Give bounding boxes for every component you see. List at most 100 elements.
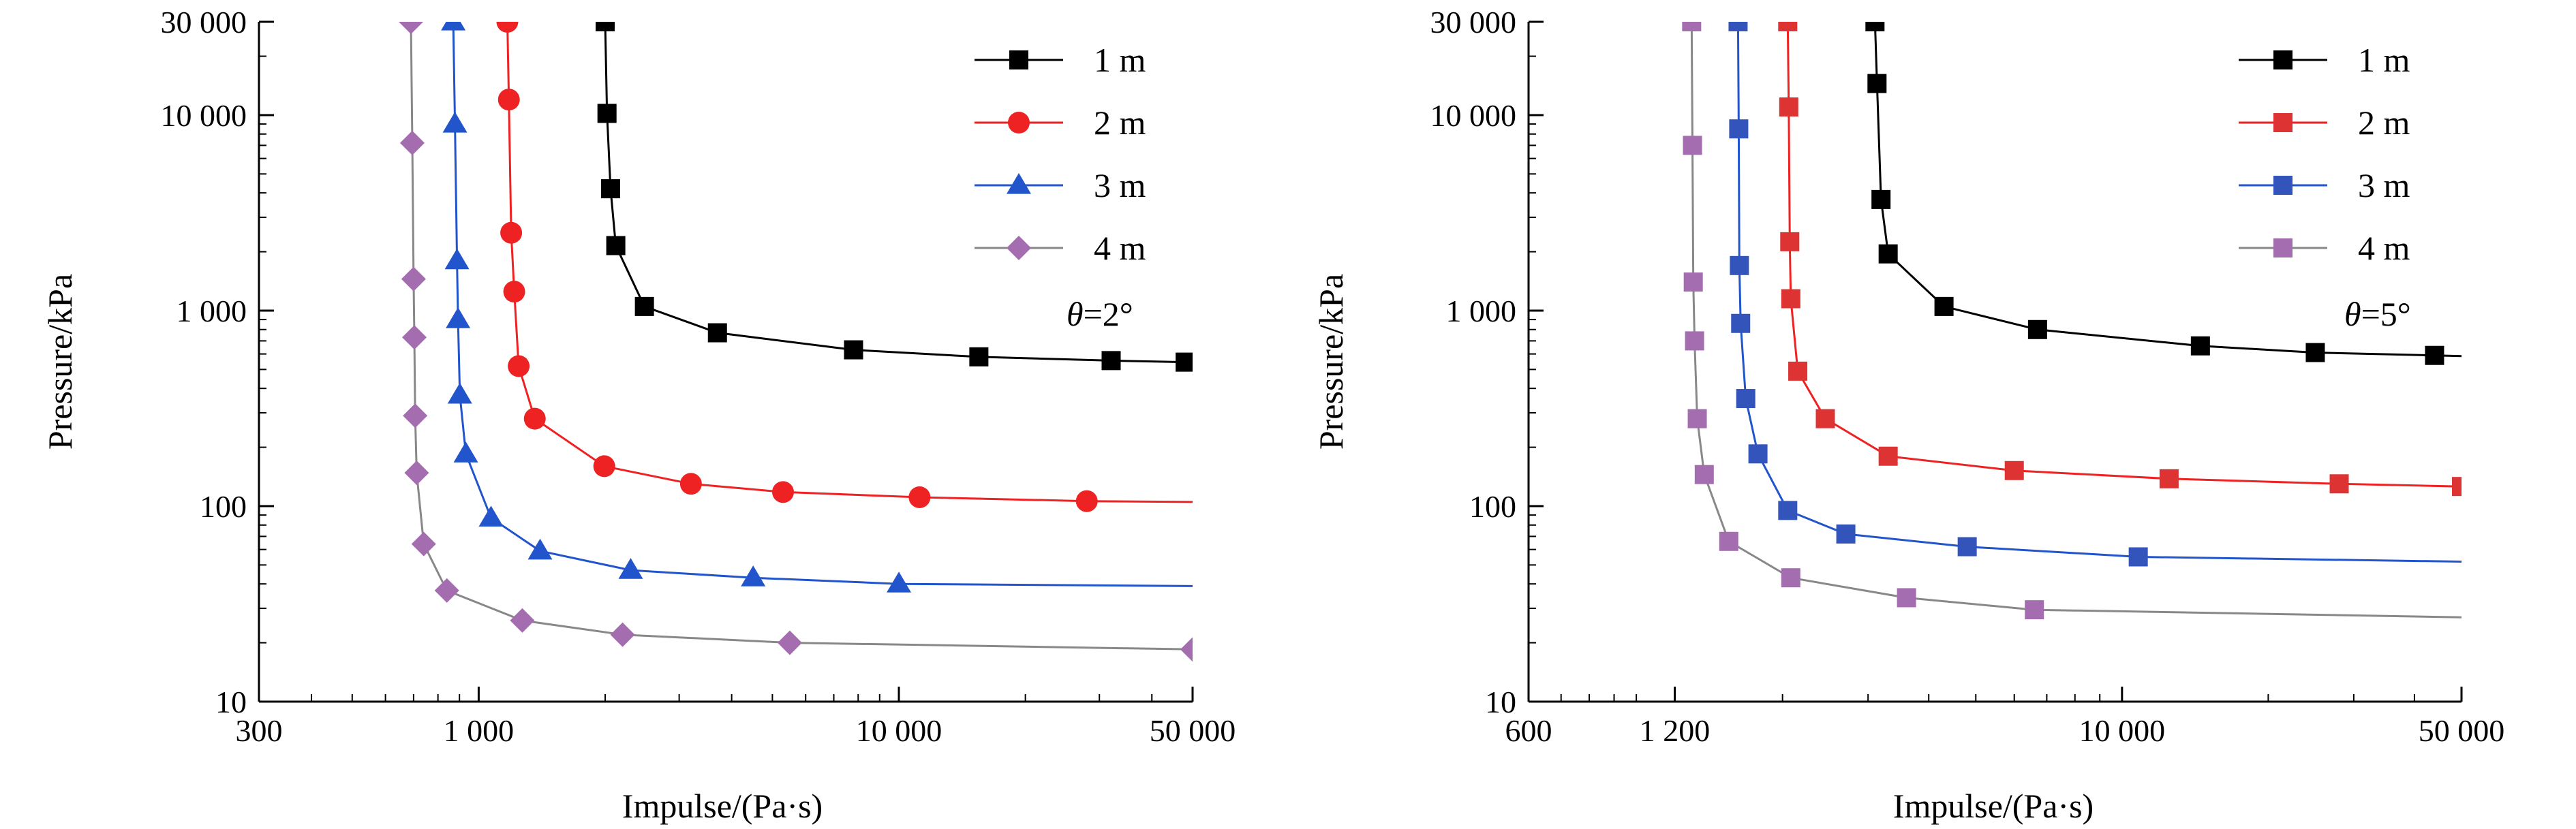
data-point-series-4 (1719, 531, 1738, 551)
legend-label: 1 m (1094, 41, 1146, 79)
data-point-series-1 (844, 340, 863, 360)
data-point-series-2 (497, 89, 520, 111)
data-point-series-4 (399, 130, 425, 155)
angle-symbol: θ (1067, 295, 1084, 333)
y-axis-title: Pressure/kPa (41, 274, 79, 450)
x-tick-label: 300 (236, 713, 283, 748)
legend-item-4: 4 m (2239, 229, 2410, 267)
data-point-series-4 (404, 460, 429, 486)
data-point-series-2 (508, 355, 530, 377)
legend-marker (1009, 50, 1028, 69)
data-point-series-1 (606, 236, 626, 255)
data-point-series-4 (510, 608, 535, 633)
data-point-series-2 (500, 221, 523, 244)
data-point-series-1 (1176, 352, 1193, 372)
data-point-series-4 (403, 403, 428, 428)
data-point-series-1 (1878, 244, 1898, 264)
data-point-series-2 (2159, 469, 2179, 488)
data-point-series-4 (402, 325, 427, 350)
angle-annotation: θ=2° (1067, 295, 1133, 333)
y-tick-label: 10 000 (161, 98, 247, 133)
legend-label: 4 m (1094, 229, 1146, 267)
data-point-series-4 (2025, 600, 2044, 620)
data-point-series-1 (707, 323, 727, 343)
data-point-series-3 (1748, 444, 1768, 464)
legend-label: 3 m (1094, 166, 1146, 204)
data-point-series-2 (2452, 477, 2462, 497)
data-point-series-4 (401, 266, 426, 292)
data-point-series-3 (1729, 119, 1749, 139)
data-point-series-1 (597, 104, 617, 123)
series-line-3 (1736, 22, 2462, 563)
y-tick-label: 100 (200, 489, 247, 524)
legend-marker (1008, 112, 1030, 134)
data-point-series-1 (600, 179, 620, 199)
data-point-series-3 (1730, 255, 1749, 275)
data-point-series-2 (503, 281, 525, 303)
data-point-series-4 (1682, 22, 1702, 31)
chart-panel-left: 300 1 000 10 000 50 000 10 100 1 000 10 000 30 0… (41, 5, 1236, 825)
y-tick-label: 1 000 (1446, 294, 1517, 328)
legend-marker (1007, 173, 1031, 194)
legend-item-2: 2 m (2239, 104, 2410, 142)
data-point-series-4 (434, 578, 459, 603)
legend-label: 1 m (2358, 41, 2410, 79)
data-point-series-1 (2027, 319, 2047, 339)
data-point-series-3 (441, 22, 466, 31)
legend-item-3: 3 m (975, 166, 1146, 204)
legend-marker (2273, 50, 2293, 69)
x-tick-label: 1 000 (444, 713, 515, 748)
data-point-series-4 (777, 630, 802, 655)
data-point-series-3 (741, 565, 766, 586)
legend-label: 3 m (2358, 166, 2410, 204)
data-point-series-2 (1779, 97, 1798, 117)
x-tick-label: 10 000 (2079, 713, 2166, 748)
y-tick-label: 10 (1485, 685, 1516, 719)
data-point-series-3 (527, 538, 553, 560)
data-point-series-4 (399, 22, 424, 34)
legend-marker (2273, 238, 2293, 257)
data-point-series-2 (772, 481, 794, 503)
data-point-series-1 (1865, 22, 1885, 31)
plot-area (1682, 22, 2462, 620)
series-line-4 (410, 22, 1193, 651)
data-point-series-2 (1781, 289, 1800, 309)
legend-marker (2273, 113, 2293, 132)
data-point-series-3 (453, 441, 478, 463)
data-point-series-1 (1934, 296, 1954, 316)
y-tick-label: 10 000 (1430, 98, 1517, 133)
legend-label: 2 m (2358, 104, 2410, 142)
data-point-series-2 (2004, 460, 2024, 480)
x-tick-label: 50 000 (2419, 713, 2505, 748)
data-point-series-1 (1867, 74, 1887, 93)
data-point-series-1 (2425, 345, 2444, 365)
data-point-series-1 (2190, 336, 2210, 356)
legend-label: 2 m (1094, 104, 1146, 142)
legend-label: 4 m (2358, 229, 2410, 267)
x-axis-title: Impulse/(Pa·s) (1893, 787, 2094, 825)
legend-item-1: 1 m (975, 41, 1146, 79)
y-tick-label: 30 000 (1430, 5, 1517, 40)
data-point-series-3 (1778, 501, 1798, 520)
x-axis-title: Impulse/(Pa·s) (622, 787, 823, 825)
legend-marker (2273, 176, 2293, 195)
data-point-series-4 (1683, 136, 1702, 155)
x-tick-label: 50 000 (1150, 713, 1236, 748)
data-point-series-3 (1736, 389, 1755, 409)
data-point-series-2 (1788, 361, 1808, 381)
series-line-2 (506, 22, 1193, 503)
x-tick-label: 600 (1505, 713, 1552, 748)
series-line-3 (452, 22, 1193, 587)
data-point-series-2 (1878, 446, 1898, 466)
data-point-series-2 (908, 486, 931, 508)
data-point-series-3 (446, 307, 471, 328)
y-axis-title: Pressure/kPa (1312, 274, 1350, 450)
data-point-series-1 (596, 22, 615, 31)
data-point-series-1 (1871, 189, 1891, 209)
angle-value: =2° (1084, 295, 1133, 333)
data-point-series-4 (1781, 568, 1800, 588)
legend-item-3: 3 m (2239, 166, 2410, 204)
chart-panel-right: 600 1 200 10 000 50 000 10 100 1 000 10 000 30 0… (1312, 5, 2504, 825)
data-point-series-3 (442, 112, 467, 133)
